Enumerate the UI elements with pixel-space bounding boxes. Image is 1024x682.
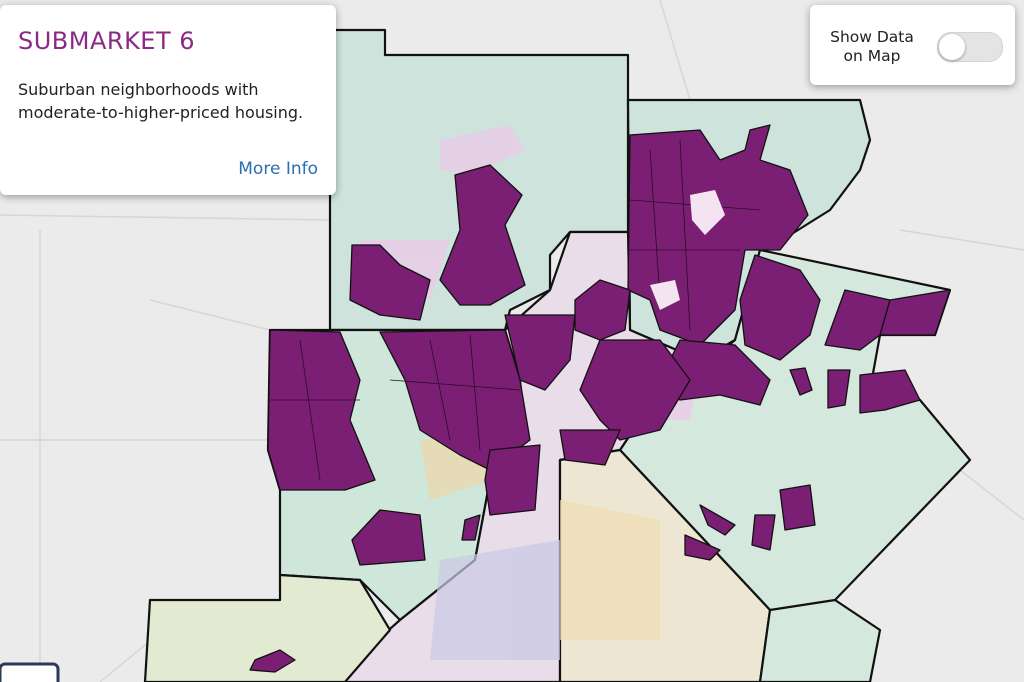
legend-button[interactable] <box>0 662 60 682</box>
toggle-label: Show Data on Map <box>822 28 922 66</box>
tract-outlines <box>270 139 761 481</box>
non-submarket-tract <box>690 190 725 235</box>
toggle-label-line: on Map <box>843 47 901 65</box>
toggle-switch[interactable] <box>937 32 1003 62</box>
toggle-label-line: Show Data <box>830 28 914 46</box>
submarket-description: Suburban neighborhoods with moderate-to-… <box>18 80 304 122</box>
non-submarket-tract <box>650 280 680 310</box>
more-info-link[interactable]: More Info <box>238 159 318 179</box>
submarket-title: SUBMARKET 6 <box>18 27 196 55</box>
info-card: SUBMARKET 6 Suburban neighborhoods with … <box>0 5 336 195</box>
toggle-card: Show Data on Map <box>810 5 1015 85</box>
toggle-knob <box>939 34 965 60</box>
